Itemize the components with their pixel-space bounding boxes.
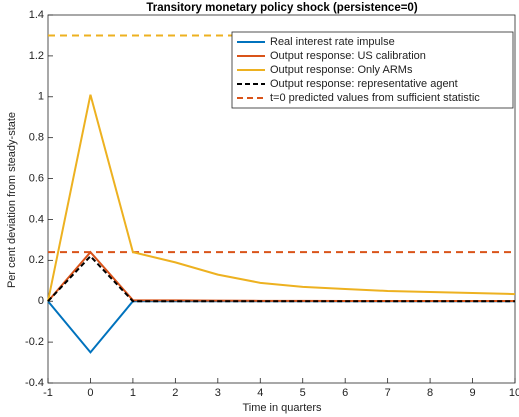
x-tick-label: 7 [385, 387, 391, 399]
x-tick-label: 9 [469, 387, 475, 399]
y-tick-label: 0.8 [29, 132, 44, 144]
chart-title: Transitory monetary policy shock (persis… [146, 2, 417, 14]
legend-label: Real interest rate impulse [270, 36, 395, 48]
y-tick-label: 1 [38, 91, 44, 103]
legend-label: Output response: Only ARMs [270, 64, 413, 76]
legend-label: Output response: representative agent [270, 78, 458, 90]
x-tick-label: 3 [215, 387, 221, 399]
y-tick-label: 0.4 [29, 213, 44, 225]
y-tick-label: 0.6 [29, 172, 44, 184]
x-tick-label: 2 [172, 387, 178, 399]
x-tick-label: 6 [342, 387, 348, 399]
series-line [47, 254, 515, 303]
x-axis-label: Time in quarters [242, 402, 322, 414]
legend-label: t=0 predicted values from sufficient sta… [270, 92, 480, 104]
x-tick-label: 1 [130, 387, 136, 399]
y-tick-label: 0 [38, 295, 44, 307]
series-line [47, 94, 516, 302]
y-tick-label: 0.2 [29, 254, 44, 266]
x-tick-label: 10 [509, 387, 519, 399]
legend-label: Output response: US calibration [270, 50, 426, 62]
x-tick-label: 4 [257, 387, 263, 399]
x-tick-label: 8 [427, 387, 433, 399]
y-tick-label: 1.4 [29, 9, 44, 21]
legend [231, 31, 514, 109]
y-tick-label: -0.4 [25, 377, 44, 389]
x-tick-label: 5 [300, 387, 306, 399]
y-tick-label: 1.2 [29, 50, 44, 62]
x-tick-label: -1 [43, 387, 53, 399]
y-tick-label: -0.2 [25, 336, 44, 348]
y-axis-label: Per cent deviation from steady-state [6, 112, 18, 288]
x-tick-label: 0 [87, 387, 93, 399]
